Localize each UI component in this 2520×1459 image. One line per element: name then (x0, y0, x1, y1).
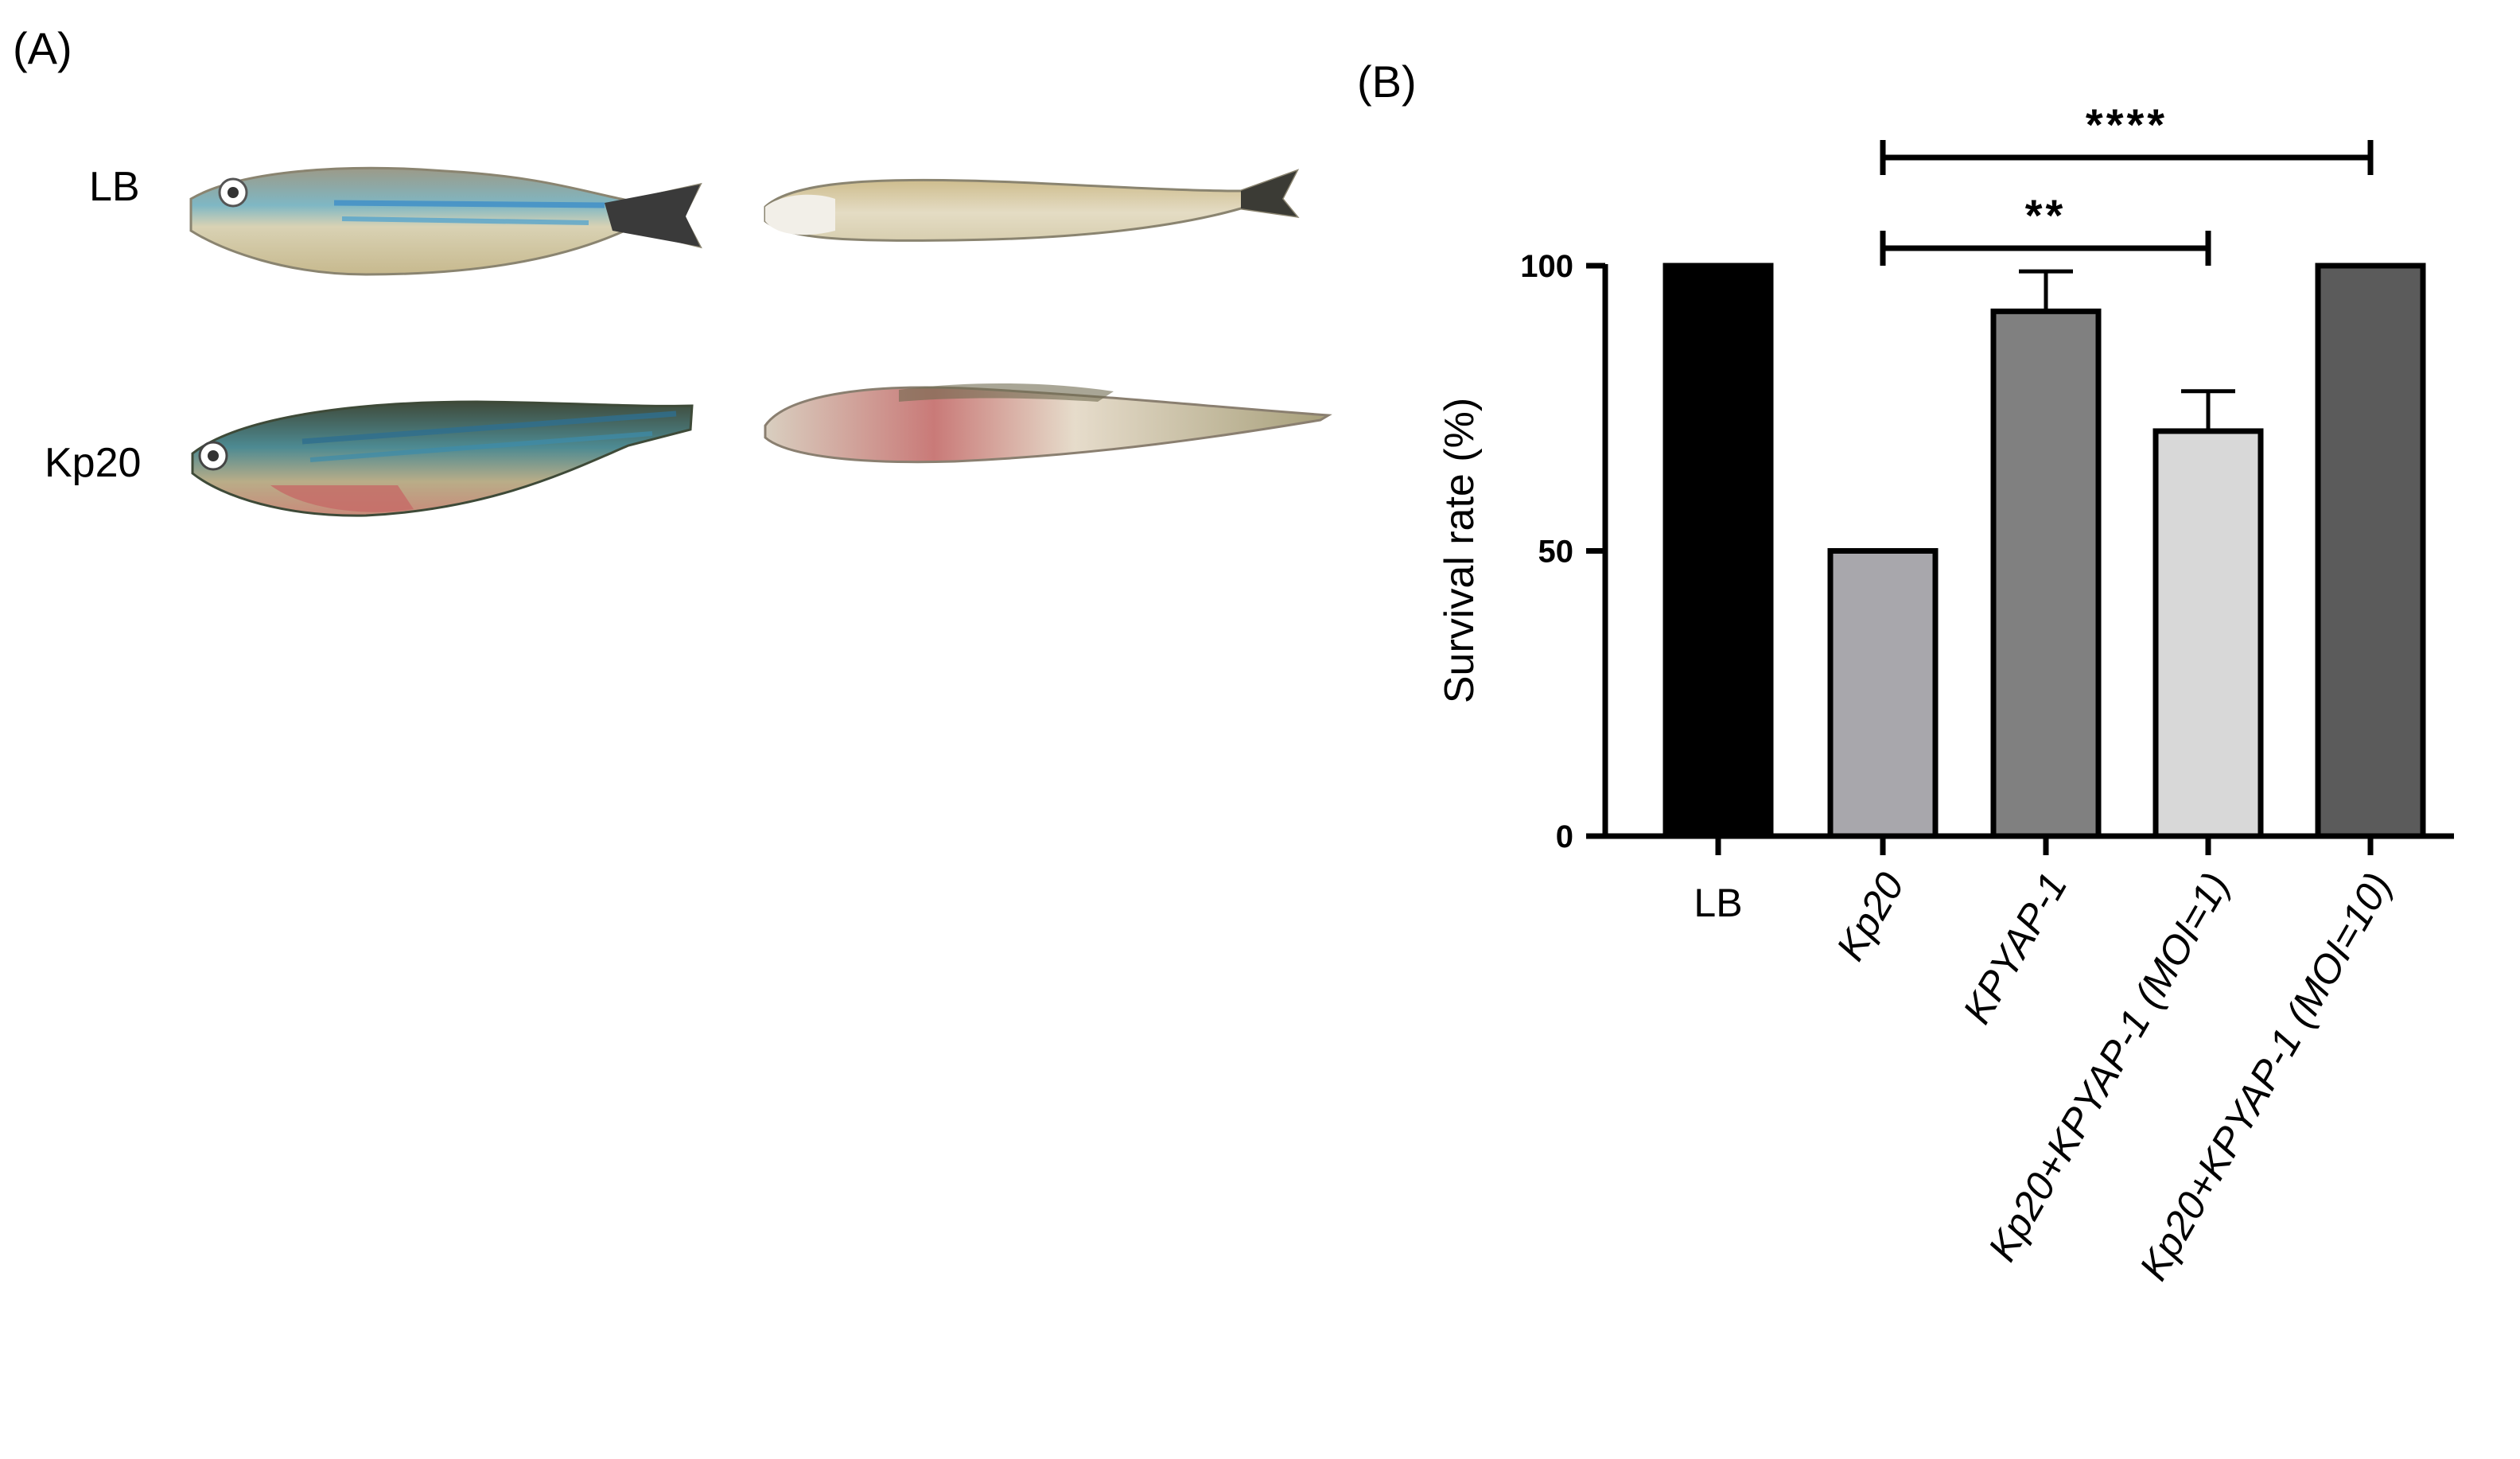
y-ticks: 0 50 100 (1520, 249, 1605, 854)
fish-photo-kp20-side (191, 400, 694, 517)
panel-b-label: (B) (1357, 56, 1417, 107)
x-tick-label: LB (1694, 881, 1742, 925)
fish-photo-lb-ventral (764, 169, 1300, 242)
significance-stars: **** (2086, 99, 2168, 150)
panel-a-label: (A) (13, 23, 72, 73)
bar (2315, 263, 2426, 839)
bar (2152, 428, 2264, 839)
significance-brackets: ****** (1880, 99, 2374, 266)
fish-row-label-lb: LB (89, 164, 140, 210)
fish-photo-kp20-ventral (764, 383, 1332, 464)
y-tick-label: 50 (1538, 535, 1574, 570)
bar (1990, 308, 2102, 839)
x-tick-label: KPYAP-1 (1954, 866, 2076, 1032)
fish-row-label-kp20: Kp20 (45, 440, 142, 486)
significance-stars: ** (2025, 190, 2067, 240)
y-axis-label: Survival rate (%) (1437, 398, 1483, 703)
x-tick-label: Kp20 (1828, 865, 1913, 967)
bar (1662, 263, 1774, 839)
bars (1662, 263, 2426, 839)
bar (1827, 548, 1939, 839)
y-tick-label: 100 (1520, 249, 1573, 284)
fish-photo-lb-side (189, 166, 702, 276)
y-tick-label: 0 (1556, 819, 1573, 854)
